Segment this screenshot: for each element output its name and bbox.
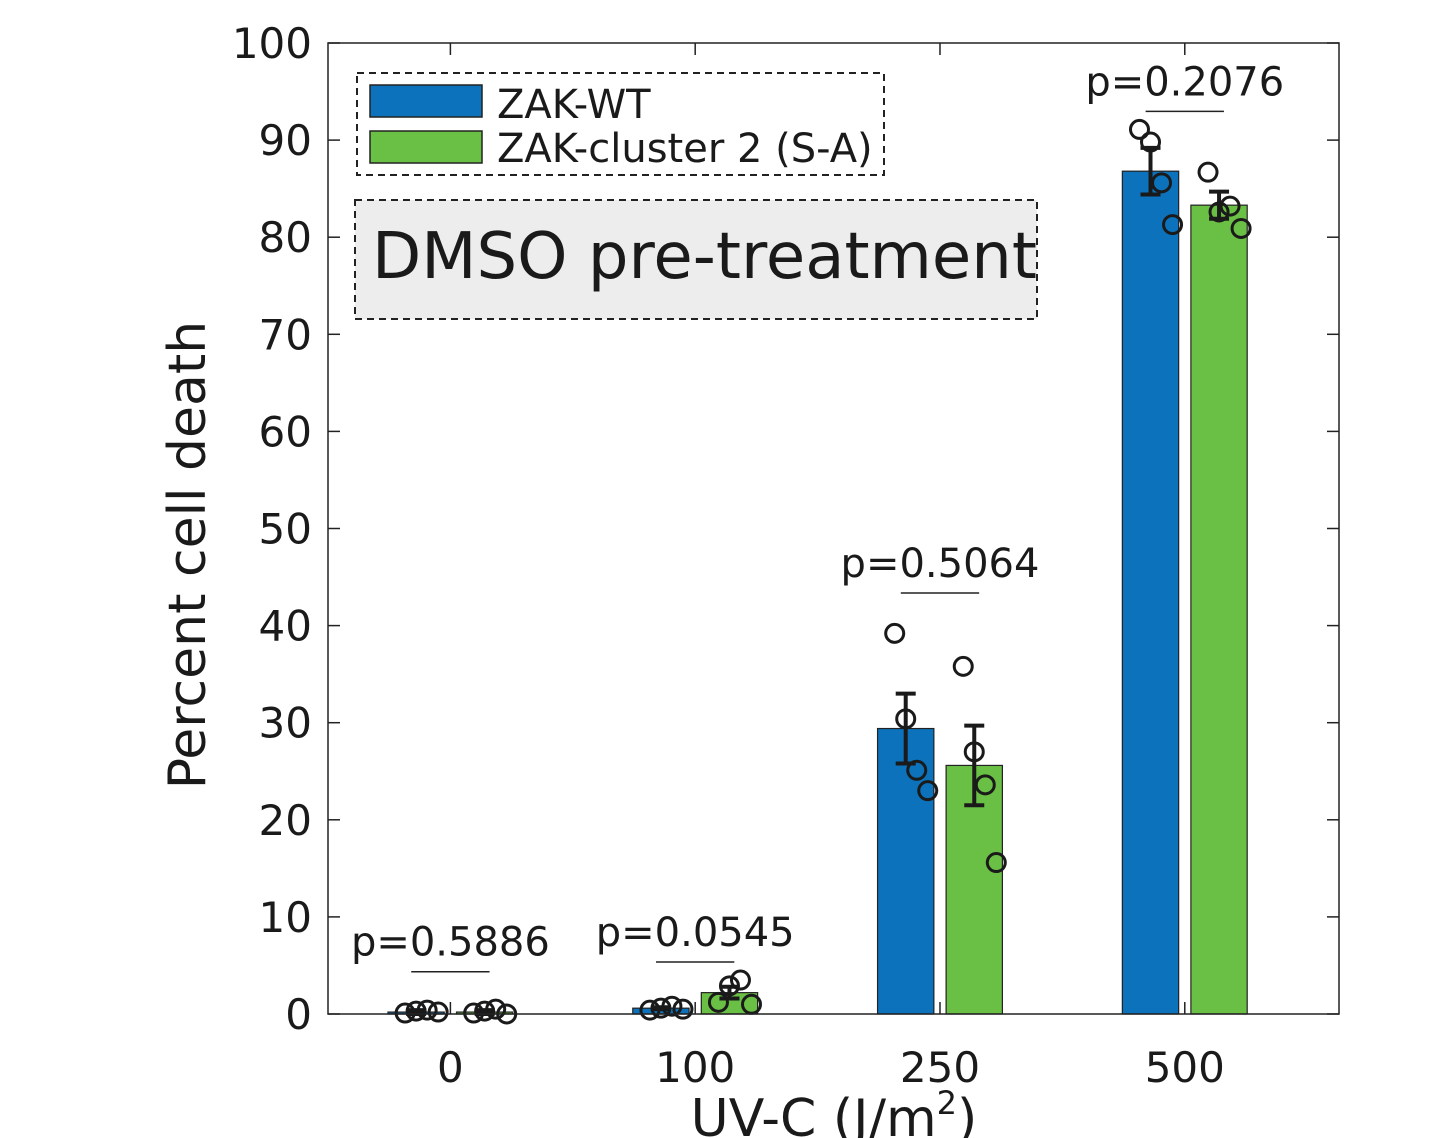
legend-swatch-zak-cluster2	[369, 130, 483, 164]
bar-zak-wt	[1121, 170, 1180, 1015]
data-point	[1162, 214, 1184, 236]
error-bars	[406, 145, 1230, 1016]
y-tick-label: 0	[285, 990, 312, 1039]
data-points	[394, 118, 1252, 1025]
data-point	[952, 655, 974, 677]
x-tick-label: 500	[1145, 1043, 1225, 1092]
legend-swatch-zak-wt	[369, 84, 483, 118]
y-tick-label: 10	[259, 893, 312, 942]
x-axis-title: UV-C (J/m2)	[691, 1084, 978, 1138]
y-tick-label: 100	[232, 19, 312, 68]
x-tick-label: 0	[437, 1043, 464, 1092]
error-bar	[719, 984, 740, 1001]
x-axis-title-main: UV-C (J/m	[691, 1089, 937, 1138]
annotation-text: DMSO pre-treatment	[372, 220, 1037, 294]
y-tick-label: 30	[259, 699, 312, 748]
data-point	[729, 969, 751, 991]
legend-label-zak-wt: ZAK-WT	[497, 82, 651, 128]
data-point	[906, 759, 928, 781]
data-point	[917, 780, 939, 802]
y-tick-label: 70	[259, 310, 312, 359]
x-axis-title-suffix: )	[957, 1089, 977, 1138]
data-point	[1197, 161, 1219, 183]
p-value-label: p=0.0545	[596, 910, 795, 956]
data-point	[1128, 118, 1150, 140]
axes-frame	[327, 42, 1340, 1015]
x-tick-label: 100	[655, 1043, 735, 1092]
data-point	[974, 774, 996, 796]
y-tick-label: 50	[259, 505, 312, 554]
x-axis-title-superscript: 2	[937, 1084, 957, 1122]
p-value-label: p=0.5886	[351, 920, 550, 966]
bars	[387, 170, 1248, 1015]
axes: 0 10 20 30 40 50 60 70 80 90 100 0 100 250 500	[232, 19, 1340, 1092]
bar-zak-cluster2	[1190, 204, 1248, 1015]
y-tick-label: 60	[259, 407, 312, 456]
error-bar	[1140, 145, 1161, 197]
p-value-label: p=0.2076	[1085, 59, 1284, 105]
y-tick-label: 40	[259, 602, 312, 651]
y-tick-label: 80	[259, 213, 312, 262]
y-tick-label: 90	[259, 116, 312, 165]
data-point	[1219, 195, 1241, 217]
data-point	[707, 991, 729, 1013]
data-point	[884, 622, 906, 644]
legend: ZAK-WT ZAK-cluster 2 (S-A)	[356, 72, 885, 176]
error-bar	[650, 1005, 671, 1012]
annotation-box: DMSO pre-treatment	[354, 199, 1038, 320]
x-tick-label: 250	[900, 1043, 980, 1092]
error-bar	[964, 723, 985, 808]
data-point	[672, 998, 694, 1020]
data-point	[985, 852, 1007, 874]
y-tick-label: 20	[259, 796, 312, 845]
legend-label-zak-cluster2: ZAK-cluster 2 (S-A)	[497, 126, 873, 172]
data-point	[427, 1001, 449, 1023]
p-value-label: p=0.5064	[841, 541, 1040, 587]
error-bar	[1209, 189, 1230, 221]
error-bar	[895, 691, 916, 766]
y-axis-title: Percent cell death	[158, 321, 218, 789]
annotation-background	[354, 199, 1038, 320]
data-point	[1230, 217, 1252, 239]
p-value-annotations: p=0.5886 p=0.0545 p=0.5064 p=0.2076	[351, 59, 1284, 973]
data-point	[1151, 172, 1173, 194]
